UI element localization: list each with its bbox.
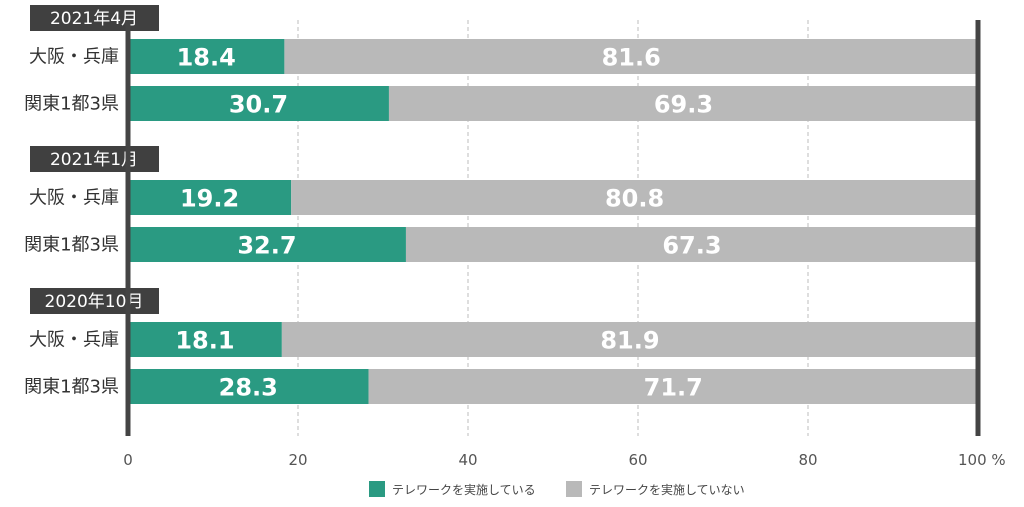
x-tick-label: 80 bbox=[798, 451, 817, 469]
category-label: 関東1都3県 bbox=[24, 235, 119, 256]
category-label: 関東1都3県 bbox=[24, 377, 119, 398]
data-label-not-teleworking: 67.3 bbox=[662, 232, 721, 260]
group-label-box bbox=[30, 5, 159, 31]
data-label-teleworking: 18.1 bbox=[175, 327, 234, 355]
bar-teleworking bbox=[128, 369, 369, 404]
legend-label-not-teleworking: テレワークを実施していない bbox=[589, 482, 745, 497]
x-tick-label: 0 bbox=[123, 451, 133, 469]
legend-label-teleworking: テレワークを実施している bbox=[392, 482, 536, 497]
group-label: 2020年10月 bbox=[45, 292, 144, 312]
data-label-teleworking: 28.3 bbox=[219, 374, 278, 402]
x-tick-label: 20 bbox=[288, 451, 307, 469]
bar-not-teleworking bbox=[405, 227, 978, 262]
x-tick-label: 100 % bbox=[958, 451, 1006, 469]
data-label-not-teleworking: 81.6 bbox=[602, 44, 661, 72]
bar-not-teleworking bbox=[368, 369, 978, 404]
bar-teleworking bbox=[128, 227, 406, 262]
bar-teleworking bbox=[128, 180, 292, 215]
data-label-teleworking: 18.4 bbox=[177, 44, 236, 72]
bar-not-teleworking bbox=[388, 86, 978, 121]
group-label: 2021年4月 bbox=[50, 9, 138, 29]
group-label-box bbox=[30, 146, 159, 172]
bar-not-teleworking bbox=[291, 180, 978, 215]
group-label-box bbox=[30, 288, 159, 314]
data-label-teleworking: 30.7 bbox=[229, 91, 288, 119]
x-tick-label: 40 bbox=[458, 451, 477, 469]
legend-swatch-not-teleworking bbox=[566, 481, 582, 497]
data-label-not-teleworking: 71.7 bbox=[644, 374, 703, 402]
bar-not-teleworking bbox=[281, 322, 979, 357]
category-label: 関東1都3県 bbox=[24, 94, 119, 115]
data-label-teleworking: 19.2 bbox=[180, 185, 239, 213]
data-label-not-teleworking: 69.3 bbox=[654, 91, 713, 119]
group-label: 2021年1月 bbox=[50, 150, 138, 170]
legend-swatch-teleworking bbox=[369, 481, 385, 497]
x-tick-label: 60 bbox=[628, 451, 647, 469]
data-label-not-teleworking: 80.8 bbox=[605, 185, 664, 213]
category-label: 大阪・兵庫 bbox=[29, 47, 119, 68]
category-label: 大阪・兵庫 bbox=[29, 330, 119, 351]
data-label-teleworking: 32.7 bbox=[237, 232, 296, 260]
category-label: 大阪・兵庫 bbox=[29, 188, 119, 209]
data-label-not-teleworking: 81.9 bbox=[600, 327, 659, 355]
bar-teleworking bbox=[128, 39, 285, 74]
bar-not-teleworking bbox=[284, 39, 978, 74]
bar-teleworking bbox=[128, 322, 282, 357]
bar-teleworking bbox=[128, 86, 389, 121]
